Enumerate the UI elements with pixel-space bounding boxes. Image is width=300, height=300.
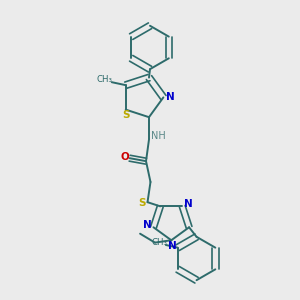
Text: O: O [121,152,129,162]
Text: CH₃: CH₃ [152,238,168,247]
Text: NH: NH [151,131,165,141]
Text: S: S [122,110,130,120]
Text: N: N [142,220,151,230]
Text: N: N [166,92,174,102]
Text: N: N [184,199,193,209]
Text: N: N [168,241,177,251]
Text: CH₃: CH₃ [97,75,113,84]
Text: S: S [138,198,145,208]
